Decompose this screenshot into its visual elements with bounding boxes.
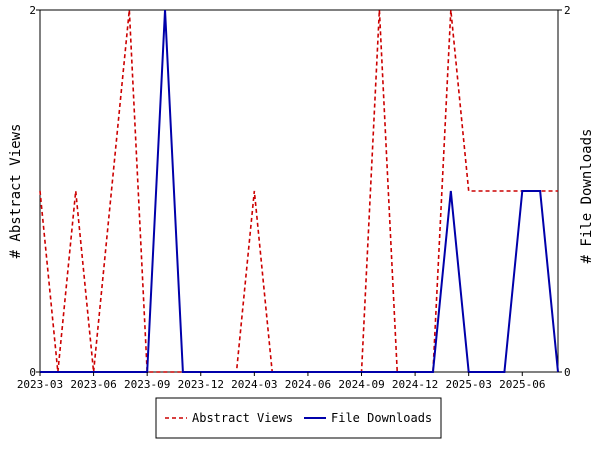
legend: Abstract Views File Downloads bbox=[155, 397, 442, 439]
y-right-tick-label: 0 bbox=[564, 366, 571, 379]
y-right-tick-label: 2 bbox=[564, 4, 571, 17]
x-tick-label: 2023-06 bbox=[70, 378, 116, 391]
x-tick-label: 2025-03 bbox=[446, 378, 492, 391]
y-left-tick-label: 2 bbox=[29, 4, 36, 17]
x-tick-label: 2023-09 bbox=[124, 378, 170, 391]
x-tick-label: 2024-06 bbox=[285, 378, 331, 391]
series-layer bbox=[39, 9, 559, 373]
y-axis-left-title: # Abstract Views bbox=[8, 124, 24, 259]
y-axis-right-title: # File Downloads bbox=[579, 129, 595, 264]
y-left-tick-label: 0 bbox=[29, 366, 36, 379]
legend-label-abstract-views: Abstract Views bbox=[192, 411, 293, 425]
x-axis: 2023-03 2023-06 2023-09 2023-12 2024-03 2024-… bbox=[17, 372, 545, 391]
legend-box bbox=[155, 397, 442, 439]
x-tick-label: 2024-09 bbox=[338, 378, 384, 391]
y-axes: 0 2 0 2 bbox=[29, 4, 570, 379]
x-tick-label: 2025-06 bbox=[499, 378, 545, 391]
x-tick-label: 2023-12 bbox=[178, 378, 224, 391]
x-tick-label: 2023-03 bbox=[17, 378, 63, 391]
legend-label-file-downloads: File Downloads bbox=[331, 411, 432, 425]
x-tick-label: 2024-12 bbox=[392, 378, 438, 391]
series-line-file-downloads bbox=[40, 9, 559, 373]
x-tick-label: 2024-03 bbox=[231, 378, 277, 391]
